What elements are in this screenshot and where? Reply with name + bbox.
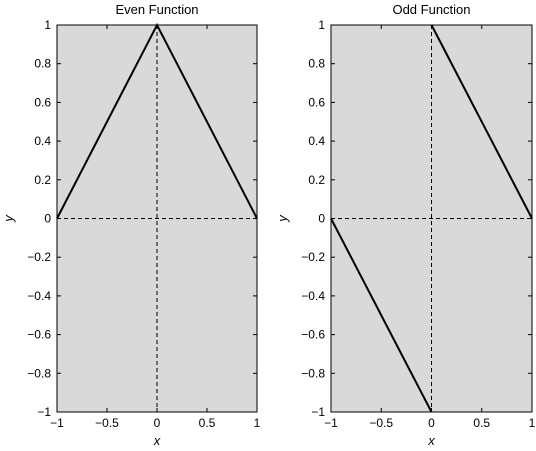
y-tick-label: −1 [311, 405, 325, 419]
x-tick-label: 0.5 [473, 416, 490, 430]
y-tick-label: 0.4 [34, 134, 51, 148]
y-axis-label: y [1, 214, 16, 223]
y-tick-label: 0.2 [308, 173, 325, 187]
y-tick-label: −0.8 [27, 366, 51, 380]
y-tick-label: −0.6 [301, 328, 325, 342]
x-tick-label: −0.5 [369, 416, 393, 430]
x-tick-label: −1 [324, 416, 338, 430]
y-axis-label: y [275, 214, 290, 223]
y-tick-label: 1 [44, 18, 51, 32]
x-tick-label: 0.5 [199, 416, 216, 430]
y-tick-label: 0.8 [34, 57, 51, 71]
chart-title: Even Function [115, 2, 198, 17]
y-tick-label: 0.8 [308, 57, 325, 71]
x-axis-label: x [427, 433, 435, 448]
x-tick-label: 0 [428, 416, 435, 430]
chart-panel-2: Odd Function −1 −0.5 0 0.5 1 1 0.8 0.6 0.4 0.2 0 −0.… [275, 2, 536, 448]
y-tick-label: −0.2 [27, 250, 51, 264]
y-tick-label: 0 [318, 212, 325, 226]
y-tick-label: 0.2 [34, 173, 51, 187]
y-tick-label: −0.4 [301, 289, 325, 303]
y-tick-label: −0.4 [27, 289, 51, 303]
series-line-1 [330, 218, 433, 413]
x-axis-label: x [153, 433, 161, 448]
x-tick-label: −1 [50, 416, 64, 430]
y-tick-label: 0.6 [34, 95, 51, 109]
y-tick-label: 0.4 [308, 134, 325, 148]
y-tick-label: −0.6 [27, 328, 51, 342]
x-tick-label: 1 [254, 416, 261, 430]
y-tick-label: 0 [44, 212, 51, 226]
y-tick-label: −0.8 [301, 366, 325, 380]
x-tick-label: 0 [154, 416, 161, 430]
y-tick-label: 1 [318, 18, 325, 32]
x-tick-label: 1 [529, 416, 536, 430]
x-tick-label: −0.5 [95, 416, 119, 430]
y-tick-label: −0.2 [301, 250, 325, 264]
y-tick-label: −1 [37, 405, 51, 419]
y-tick-label: 0.6 [308, 95, 325, 109]
series-line-2 [430, 24, 533, 219]
chart-panel-1: Even Function −1 −0.5 0 0.5 1 1 0.8 0.6 0.4 0.2 0 −0… [1, 2, 261, 448]
series-line-1 [56, 22, 258, 219]
chart-title: Odd Function [392, 2, 470, 17]
